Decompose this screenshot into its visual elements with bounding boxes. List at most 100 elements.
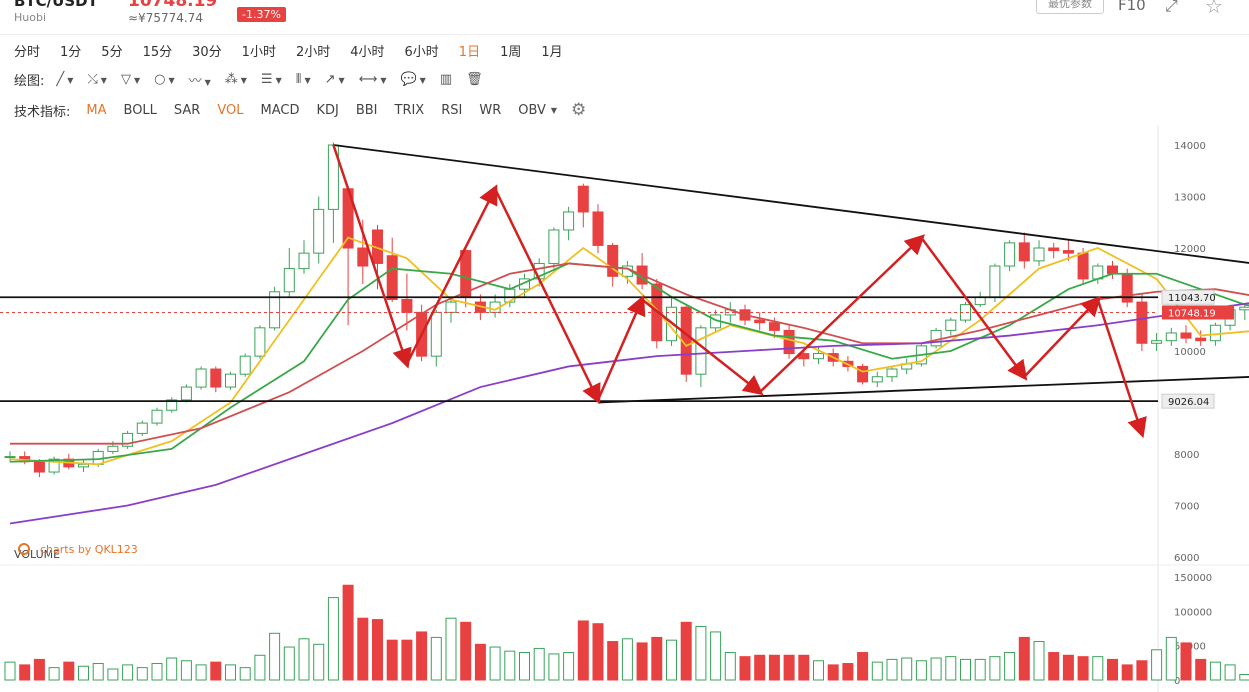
volume-bar[interactable] [430, 636, 442, 681]
volume-bar[interactable] [886, 658, 898, 681]
candle-body[interactable] [1062, 250, 1074, 254]
volume-bar[interactable] [519, 652, 530, 681]
volume-bar[interactable] [930, 657, 942, 681]
candle-body[interactable] [577, 185, 589, 213]
volume-bar[interactable] [445, 617, 457, 681]
ellipse-tool-icon[interactable]: ○ ▼ [154, 71, 175, 87]
arrow-tool-icon[interactable]: ↗ ▼ [324, 71, 345, 87]
indicator-boll[interactable]: BOLL [123, 102, 157, 118]
candle-body[interactable] [813, 353, 824, 360]
volume-bar[interactable] [768, 654, 780, 681]
volume-bar[interactable] [386, 639, 398, 681]
volume-bar[interactable] [666, 639, 677, 681]
candle-body[interactable] [1151, 340, 1163, 344]
candle-body[interactable] [357, 247, 369, 267]
candle-body[interactable] [1239, 306, 1249, 311]
candle-body[interactable] [225, 373, 236, 388]
volume-bar[interactable] [269, 632, 281, 681]
indicator-rsi[interactable]: RSI [441, 102, 463, 118]
volume-bar[interactable] [239, 667, 251, 681]
volume-bar[interactable] [1062, 654, 1074, 681]
timeframe-0[interactable]: 分时 [14, 44, 41, 60]
volume-bar[interactable] [357, 617, 369, 681]
volume-bar[interactable] [298, 638, 310, 681]
timeframe-3[interactable]: 15分 [142, 44, 173, 60]
candle-body[interactable] [283, 268, 295, 293]
volume-bar[interactable] [827, 664, 839, 681]
indicator-ma[interactable]: MA [86, 102, 107, 118]
gear-icon[interactable]: ⚙ [571, 100, 587, 120]
line-tool-icon[interactable]: ╱ ▼ [56, 71, 74, 87]
candle-body[interactable] [1180, 332, 1192, 339]
timeframe-8[interactable]: 6小时 [404, 44, 439, 60]
volume-bar[interactable] [1077, 656, 1089, 681]
wave-tool-icon[interactable]: 〰 ▼ [188, 73, 211, 89]
volume-bar[interactable] [1136, 660, 1148, 681]
candle-body[interactable] [107, 445, 119, 452]
volume-bar[interactable] [783, 654, 795, 681]
volume-bar[interactable] [724, 652, 736, 681]
volume-bar[interactable] [607, 641, 619, 681]
timeframe-5[interactable]: 1小时 [241, 44, 276, 60]
volume-bar[interactable] [225, 664, 236, 681]
fibonacci-tool-icon[interactable]: ☰ ▼ [260, 71, 282, 87]
candle-body[interactable] [180, 386, 192, 401]
candle-body[interactable] [1048, 247, 1060, 252]
timeframe-10[interactable]: 1周 [500, 44, 522, 60]
candle-body[interactable] [1136, 301, 1148, 344]
candle-body[interactable] [857, 365, 869, 383]
ray-tool-icon[interactable]: ⤯ ▼ [87, 71, 107, 87]
dropdown-caret-icon[interactable]: ▼ [168, 75, 175, 85]
volume-bar[interactable] [327, 597, 339, 681]
candle-body[interactable] [1209, 324, 1221, 342]
timeframe-6[interactable]: 2小时 [295, 44, 331, 60]
channel-tool-icon[interactable]: ▽ ▼ [120, 71, 141, 87]
indicator-dropdown-icon[interactable]: ▼ [550, 105, 558, 115]
star-icon[interactable]: ☆ [1205, 0, 1223, 18]
volume-bar[interactable] [1239, 674, 1249, 681]
volume-bar[interactable] [710, 631, 722, 681]
volume-bar[interactable] [960, 658, 971, 681]
volume-bar[interactable] [1048, 652, 1060, 681]
candle-body[interactable] [386, 255, 398, 301]
candle-body[interactable] [33, 461, 45, 473]
candle-body[interactable] [166, 399, 178, 411]
volume-bar[interactable] [107, 668, 119, 681]
volume-bar[interactable] [372, 619, 383, 681]
volume-bar[interactable] [857, 652, 869, 681]
dropdown-caret-icon[interactable]: ▼ [338, 75, 345, 85]
volume-bar[interactable] [1121, 664, 1133, 681]
volume-bar[interactable] [78, 665, 89, 681]
candle-body[interactable] [754, 319, 766, 324]
volume-bar[interactable] [871, 661, 883, 681]
f10-button[interactable]: F10 [1118, 0, 1146, 14]
volume-bar[interactable] [1151, 649, 1163, 681]
indicator-bbi[interactable]: BBI [355, 102, 378, 118]
volume-bar[interactable] [842, 663, 854, 681]
candle-body[interactable] [548, 229, 560, 264]
volume-bar[interactable] [577, 620, 589, 681]
volume-bar[interactable] [63, 661, 75, 681]
dropdown-caret-icon[interactable]: ▼ [275, 75, 282, 85]
range-tool-icon[interactable]: ⟷ ▼ [358, 71, 387, 87]
dropdown-caret-icon[interactable]: ▼ [380, 75, 387, 85]
candle-body[interactable] [195, 368, 207, 388]
dropdown-caret-icon[interactable]: ▼ [100, 75, 107, 85]
volume-bar[interactable] [592, 623, 604, 681]
volume-bar[interactable] [974, 658, 986, 681]
candle-body[interactable] [4, 456, 16, 459]
volume-bar[interactable] [636, 642, 648, 681]
volume-bar[interactable] [180, 660, 192, 681]
volume-bar[interactable] [210, 661, 222, 681]
candle-body[interactable] [313, 208, 325, 254]
candle-body[interactable] [122, 432, 134, 447]
volume-bar[interactable] [254, 654, 266, 681]
volume-bar[interactable] [460, 621, 472, 681]
timeframe-7[interactable]: 4小时 [350, 44, 385, 60]
candle-body[interactable] [430, 311, 442, 357]
volume-bar[interactable] [151, 663, 163, 681]
volume-bar[interactable] [621, 638, 633, 681]
timeframe-1[interactable]: 1分 [60, 44, 82, 60]
candle-body[interactable] [136, 422, 148, 434]
dropdown-caret-icon[interactable]: ▼ [419, 75, 426, 85]
